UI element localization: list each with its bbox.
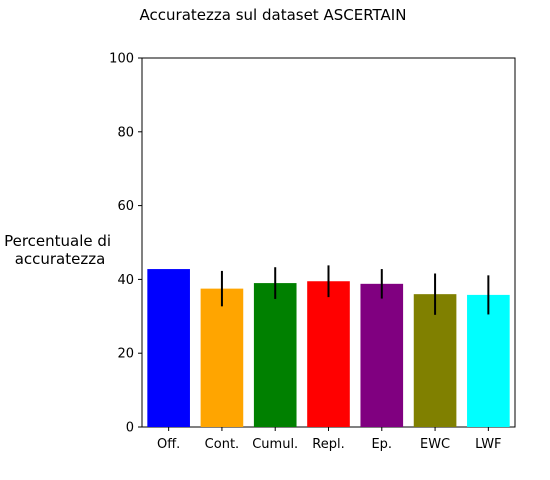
y-tick-label: 40 bbox=[117, 273, 134, 288]
bar-ewc bbox=[413, 294, 457, 427]
y-axis: 0 20 40 60 80 100 bbox=[109, 52, 142, 436]
y-tick-label: 80 bbox=[117, 125, 134, 140]
bar-ep bbox=[360, 283, 404, 427]
bar-cont bbox=[200, 288, 244, 427]
y-tick-label: 20 bbox=[117, 347, 134, 362]
x-tick-label: Cumul. bbox=[252, 437, 298, 452]
error-bars bbox=[220, 265, 490, 315]
y-tick-label: 60 bbox=[117, 199, 134, 214]
x-tick-label: LWF bbox=[475, 437, 501, 452]
y-tick-label: 100 bbox=[109, 52, 134, 67]
y-tick-label: 0 bbox=[126, 421, 134, 436]
y-axis-label-line-1: Percentuale di bbox=[4, 232, 111, 250]
bar-lwf bbox=[467, 294, 510, 427]
x-tick-label: Ep. bbox=[371, 437, 392, 452]
bar-repl bbox=[307, 281, 350, 427]
x-tick-label: EWC bbox=[420, 437, 450, 452]
bars bbox=[147, 269, 510, 427]
y-axis-label-line-2: accuratezza bbox=[15, 250, 106, 268]
bar-cumul bbox=[253, 283, 297, 427]
x-axis: Off. Cont. Cumul. Repl. Ep. EWC LWF bbox=[157, 427, 502, 452]
x-tick-label: Repl. bbox=[312, 437, 344, 452]
y-axis-label: Percentuale di accuratezza bbox=[4, 232, 116, 268]
x-tick-label: Cont. bbox=[205, 437, 240, 452]
bar-off bbox=[147, 269, 190, 427]
x-tick-label: Off. bbox=[157, 437, 180, 452]
chart-title: Accuratezza sul dataset ASCERTAIN bbox=[140, 6, 407, 24]
